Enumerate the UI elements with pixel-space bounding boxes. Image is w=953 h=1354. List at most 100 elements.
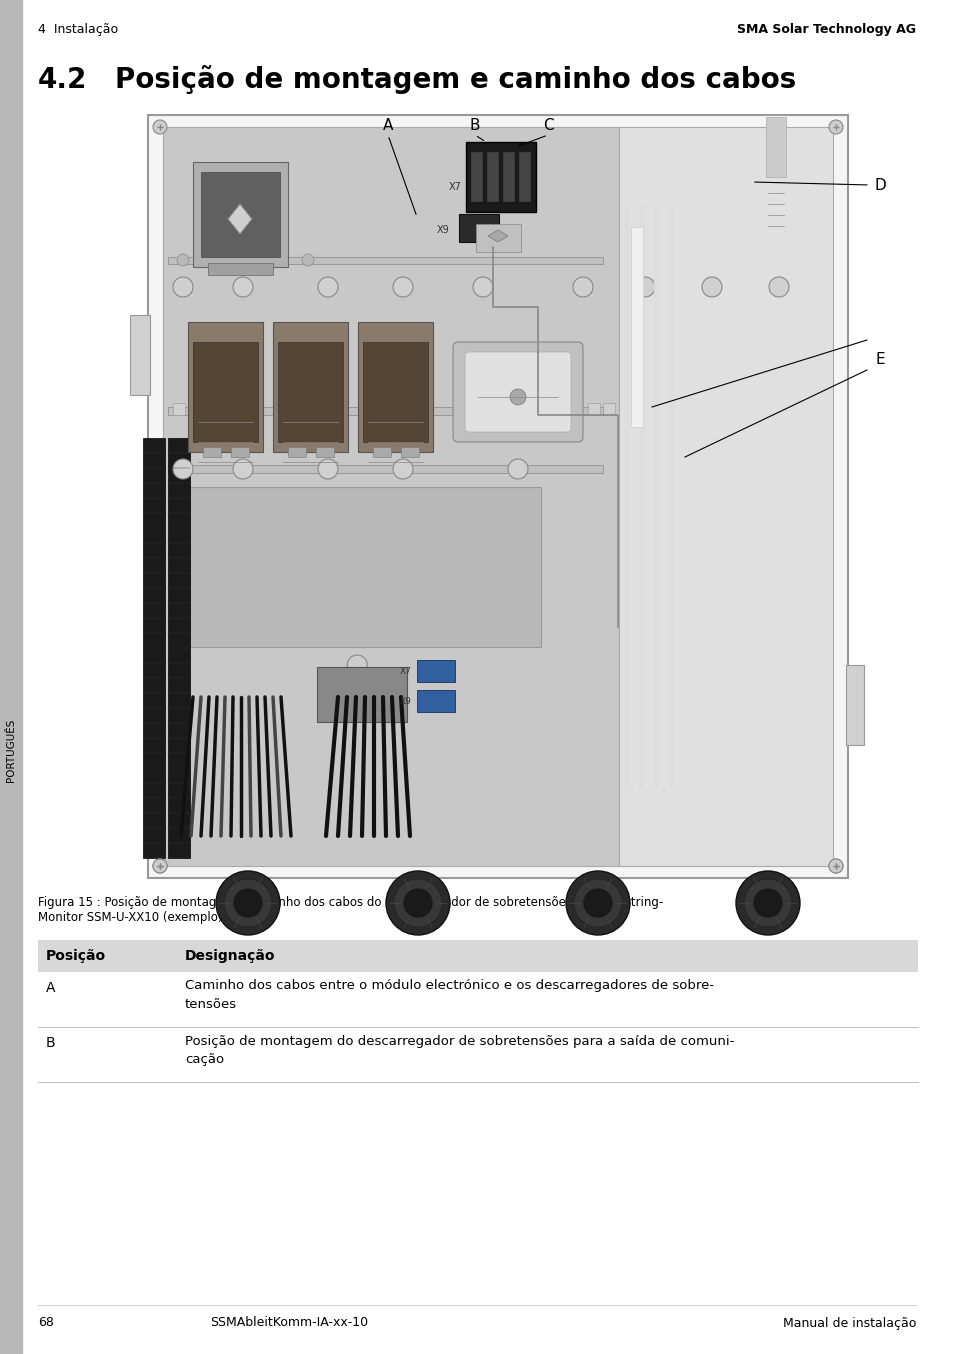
Text: Posição: Posição bbox=[46, 949, 106, 963]
Circle shape bbox=[768, 278, 788, 297]
Circle shape bbox=[828, 121, 842, 134]
FancyBboxPatch shape bbox=[453, 343, 582, 441]
Text: B: B bbox=[46, 1036, 55, 1049]
Text: PORTUGUÊS: PORTUGUÊS bbox=[6, 719, 16, 781]
Circle shape bbox=[507, 459, 527, 479]
Circle shape bbox=[317, 459, 337, 479]
Bar bbox=[602, 403, 615, 414]
Bar bbox=[288, 447, 306, 458]
Text: 4.2: 4.2 bbox=[38, 66, 88, 93]
Text: Posição de montagem e caminho dos cabos: Posição de montagem e caminho dos cabos bbox=[115, 65, 796, 95]
Bar bbox=[168, 464, 603, 473]
Bar bbox=[163, 127, 618, 867]
Bar bbox=[373, 447, 391, 458]
Bar bbox=[400, 447, 418, 458]
Bar bbox=[471, 167, 516, 202]
Text: 68: 68 bbox=[38, 1316, 53, 1330]
Text: X9: X9 bbox=[399, 696, 412, 705]
Bar bbox=[143, 439, 165, 858]
Circle shape bbox=[735, 871, 800, 936]
Circle shape bbox=[394, 879, 441, 927]
Bar bbox=[172, 403, 185, 414]
Bar bbox=[845, 665, 863, 745]
Circle shape bbox=[393, 459, 413, 479]
Bar bbox=[315, 447, 334, 458]
Bar bbox=[465, 142, 536, 213]
Text: X7: X7 bbox=[449, 181, 461, 192]
Circle shape bbox=[172, 459, 193, 479]
Text: E: E bbox=[874, 352, 883, 367]
Circle shape bbox=[152, 858, 167, 873]
Circle shape bbox=[473, 278, 493, 297]
Bar bbox=[476, 223, 520, 252]
Circle shape bbox=[215, 871, 280, 936]
Bar bbox=[38, 940, 917, 972]
Text: Figura 15 : Posição de montagem e caminho dos cabos do descarregador de sobreten: Figura 15 : Posição de montagem e caminh… bbox=[38, 896, 662, 909]
Circle shape bbox=[403, 890, 432, 917]
Circle shape bbox=[152, 121, 167, 134]
Circle shape bbox=[172, 278, 193, 297]
Circle shape bbox=[828, 858, 842, 873]
Circle shape bbox=[828, 858, 842, 873]
Polygon shape bbox=[488, 230, 507, 242]
Circle shape bbox=[701, 278, 721, 297]
Bar bbox=[765, 116, 785, 177]
Text: tensões: tensões bbox=[185, 998, 237, 1010]
Text: D: D bbox=[873, 177, 885, 192]
Circle shape bbox=[233, 890, 262, 917]
Bar bbox=[231, 447, 249, 458]
Bar bbox=[208, 263, 273, 275]
Bar bbox=[172, 487, 541, 647]
Text: cação: cação bbox=[185, 1052, 224, 1066]
Bar bbox=[316, 668, 407, 722]
Bar bbox=[277, 343, 343, 441]
Bar bbox=[130, 315, 150, 395]
Bar bbox=[203, 447, 221, 458]
Bar bbox=[502, 152, 515, 202]
Polygon shape bbox=[228, 204, 252, 234]
Bar bbox=[618, 127, 832, 867]
Circle shape bbox=[565, 871, 629, 936]
Text: A: A bbox=[382, 118, 393, 133]
Circle shape bbox=[177, 255, 189, 265]
Text: B: B bbox=[469, 118, 479, 133]
Text: SMA Solar Technology AG: SMA Solar Technology AG bbox=[737, 23, 915, 37]
Bar bbox=[518, 152, 531, 202]
Circle shape bbox=[743, 879, 791, 927]
Text: X7: X7 bbox=[399, 666, 412, 676]
Bar bbox=[416, 691, 455, 712]
Bar bbox=[357, 322, 433, 452]
Bar bbox=[363, 343, 428, 441]
Bar bbox=[193, 343, 257, 441]
Circle shape bbox=[635, 278, 655, 297]
FancyBboxPatch shape bbox=[464, 352, 571, 432]
Bar bbox=[587, 403, 599, 414]
Circle shape bbox=[393, 278, 413, 297]
Circle shape bbox=[233, 459, 253, 479]
Bar bbox=[471, 152, 482, 202]
Circle shape bbox=[510, 389, 525, 405]
Circle shape bbox=[224, 879, 272, 927]
Circle shape bbox=[386, 871, 450, 936]
Circle shape bbox=[573, 278, 593, 297]
Circle shape bbox=[302, 255, 314, 265]
Bar bbox=[458, 214, 498, 242]
Text: Caminho dos cabos entre o módulo electrónico e os descarregadores de sobre-: Caminho dos cabos entre o módulo electró… bbox=[185, 979, 714, 992]
Circle shape bbox=[233, 278, 253, 297]
Bar bbox=[168, 408, 603, 414]
Bar bbox=[416, 659, 455, 682]
Circle shape bbox=[753, 890, 781, 917]
Bar bbox=[188, 322, 263, 452]
Text: A: A bbox=[46, 982, 55, 995]
Bar bbox=[486, 152, 498, 202]
Circle shape bbox=[583, 890, 612, 917]
Bar bbox=[148, 115, 847, 877]
Bar bbox=[630, 227, 642, 427]
Bar bbox=[168, 257, 603, 264]
Text: Monitor SSM-U-XX10 (exemplo): Monitor SSM-U-XX10 (exemplo) bbox=[38, 911, 222, 923]
Text: Manual de instalação: Manual de instalação bbox=[781, 1316, 915, 1330]
Bar bbox=[273, 322, 348, 452]
Bar bbox=[168, 439, 190, 858]
Text: Posição de montagem do descarregador de sobretensões para a saída de comuni-: Posição de montagem do descarregador de … bbox=[185, 1034, 734, 1048]
Circle shape bbox=[574, 879, 621, 927]
